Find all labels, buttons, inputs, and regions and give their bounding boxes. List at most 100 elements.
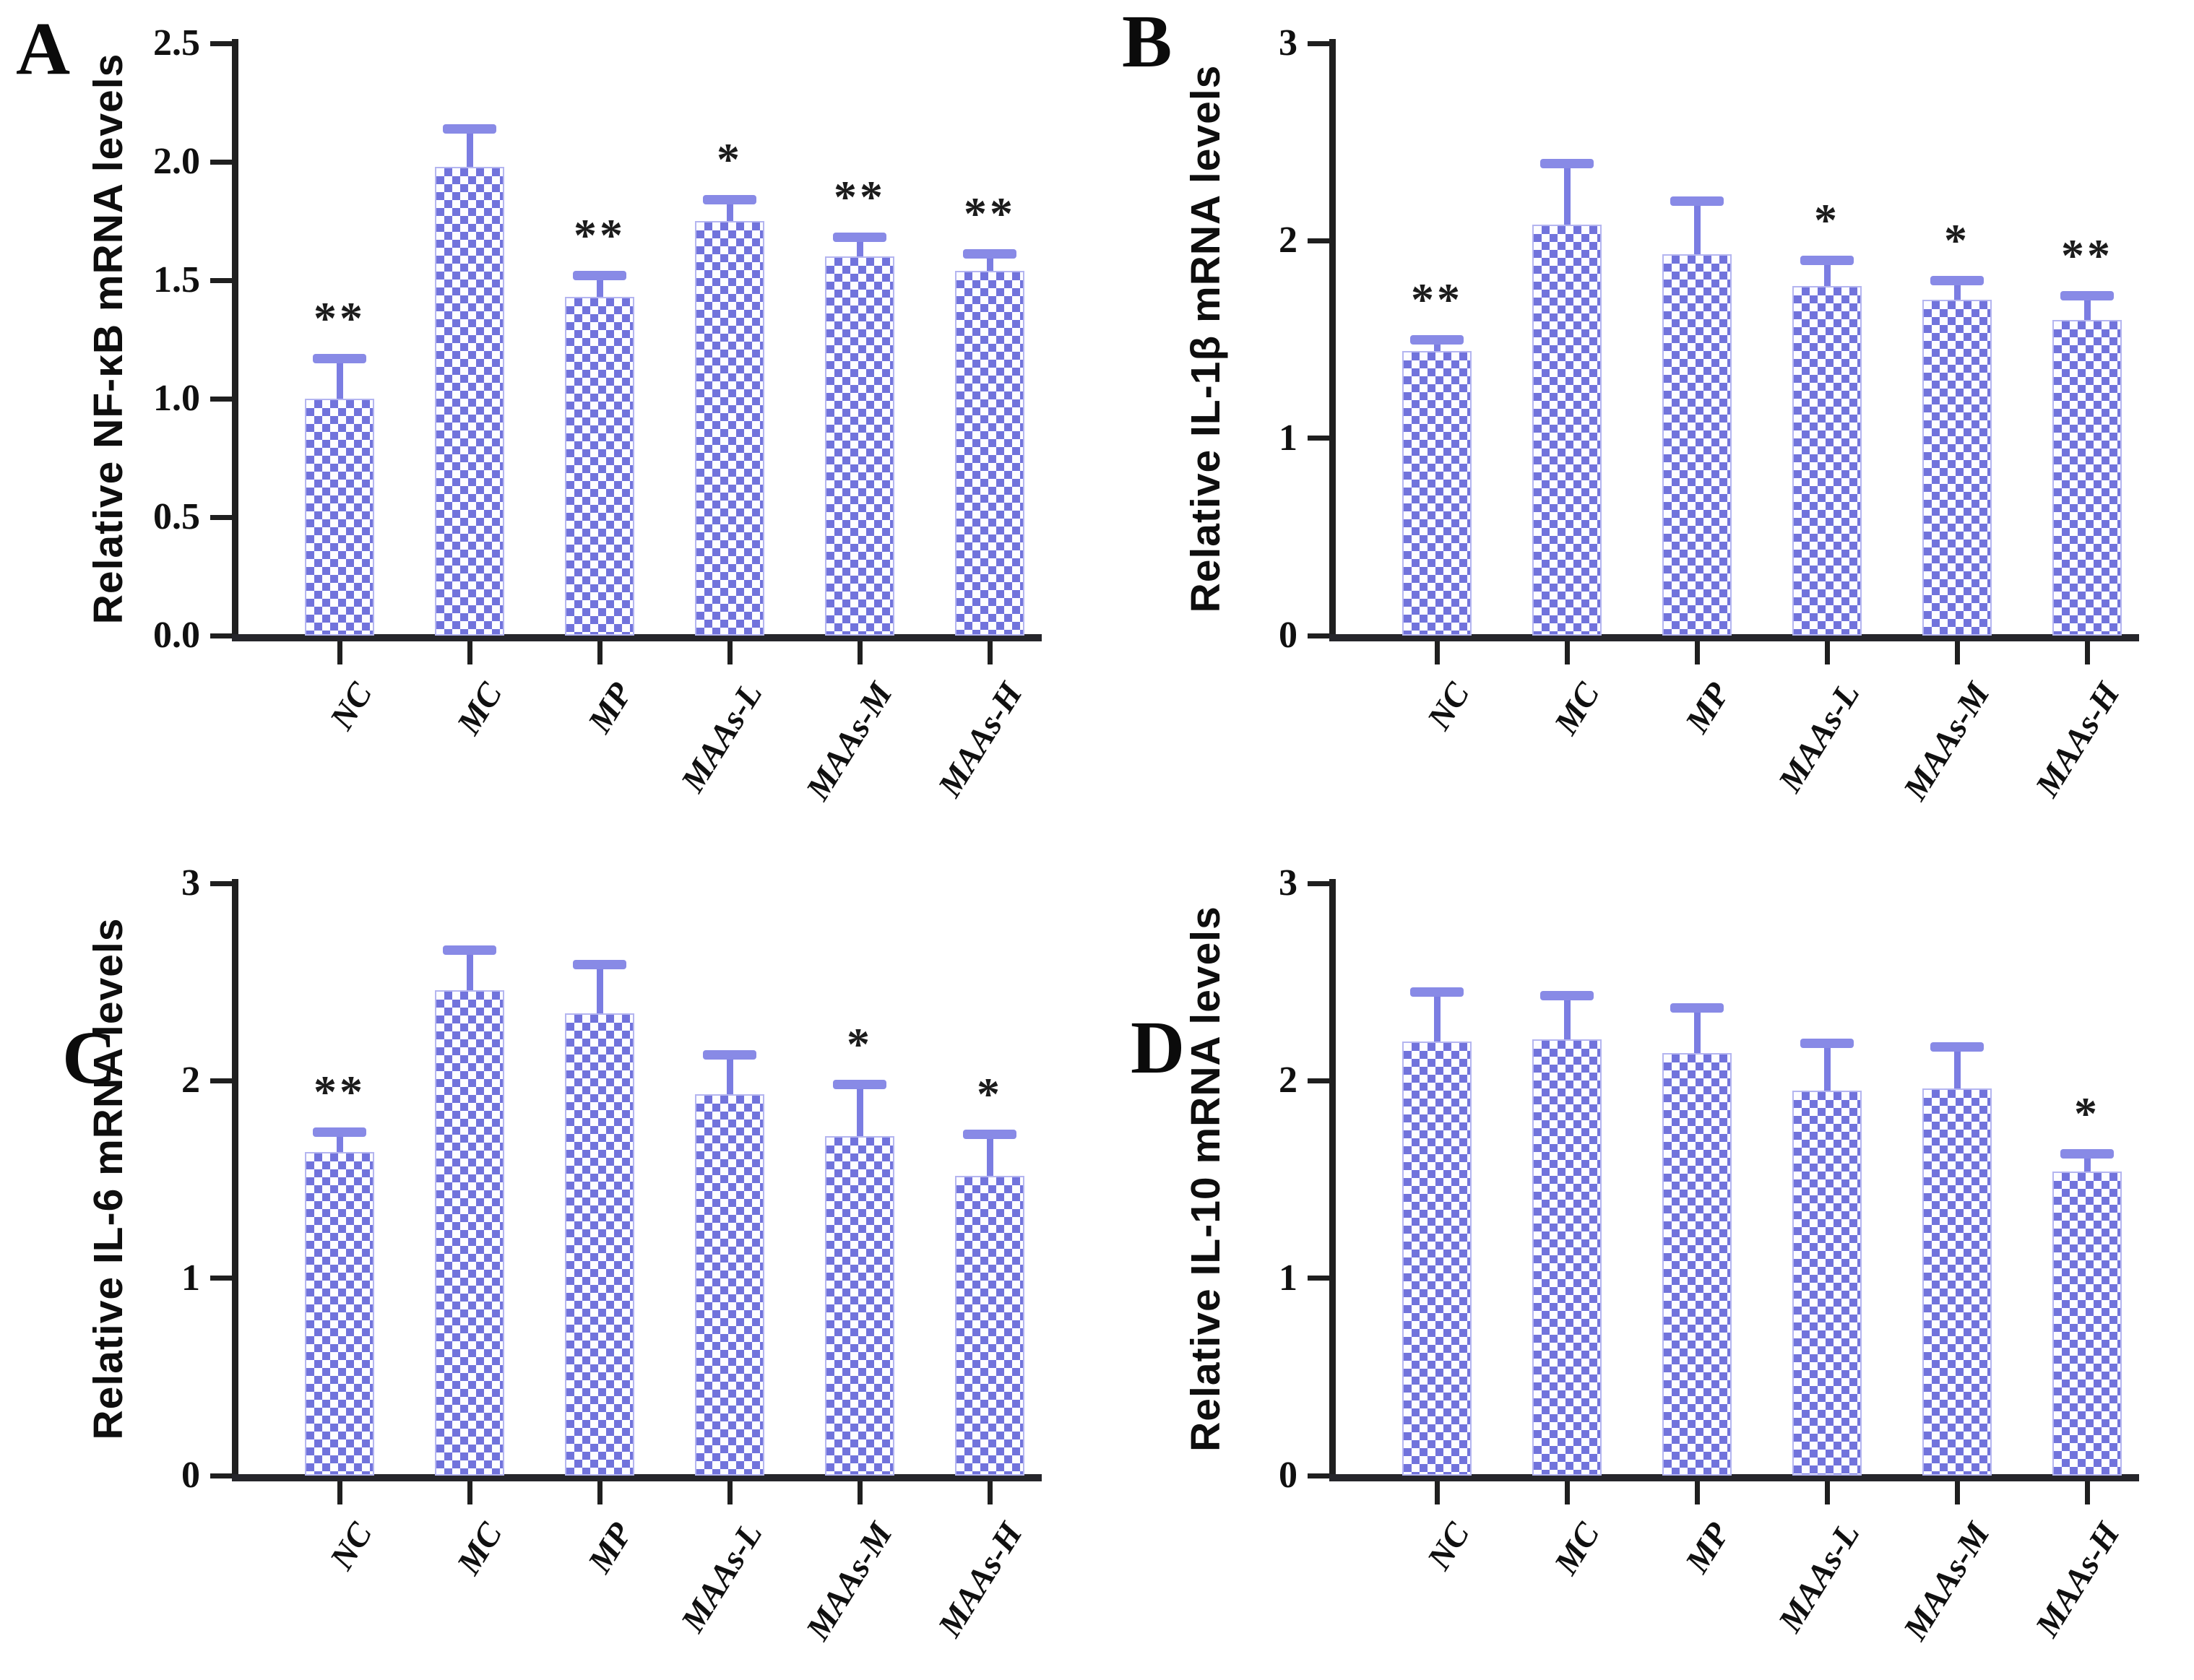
error-bar-stem xyxy=(1563,995,1571,1061)
y-tick-mark xyxy=(1308,1473,1329,1478)
error-bar-cap xyxy=(313,353,366,363)
error-bar-cap xyxy=(2060,291,2114,301)
error-bar-cap xyxy=(1670,1003,1724,1013)
x-tick-mark xyxy=(2084,1481,2090,1504)
error-bar-cap xyxy=(1800,256,1854,266)
error-bar-cap xyxy=(1410,334,1464,345)
y-tick-mark xyxy=(210,1276,232,1281)
x-tick-label-nc: NC xyxy=(322,676,380,737)
x-tick-mark xyxy=(1954,1481,1960,1504)
panel-letter-d: D xyxy=(1131,1006,1185,1089)
error-bar-cap xyxy=(443,124,496,134)
bar-maas-l xyxy=(1792,1091,1862,1476)
y-tick-label: 1.5 xyxy=(153,259,200,300)
error-bar-stem xyxy=(1693,201,1701,277)
error-bar-stem xyxy=(1433,992,1441,1063)
significance-label: * xyxy=(717,133,743,185)
error-bar-cap xyxy=(1410,987,1464,997)
y-tick-label: 2.0 xyxy=(153,141,200,182)
y-tick-mark xyxy=(1308,880,1329,886)
error-bar-cap xyxy=(703,194,756,204)
y-axis-label: Relative IL-1β mRNA levels xyxy=(1183,64,1229,613)
x-tick-label-mc: MC xyxy=(1547,676,1607,741)
y-tick-mark xyxy=(210,1078,232,1083)
x-tick-mark xyxy=(597,641,603,664)
x-tick-label-maas-m: MAAs-M xyxy=(1896,1516,1998,1647)
bar-mc xyxy=(1532,225,1602,636)
significance-label: ** xyxy=(314,292,366,344)
x-tick-label-nc: NC xyxy=(1420,1516,1477,1577)
error-bar-stem xyxy=(1563,163,1571,247)
y-tick-mark xyxy=(1308,238,1329,243)
panel-letter-c: C xyxy=(62,1016,117,1099)
panel-b: B Relative IL-1β mRNA levels 0 1 2 3 ** NC MC MP *… xyxy=(1097,0,2194,840)
bar-nc xyxy=(1402,1041,1472,1476)
x-tick-label-maas-l: MAAs-L xyxy=(673,676,770,799)
error-bar-cap xyxy=(1800,1038,1854,1048)
y-tick-label: 1 xyxy=(1279,1257,1297,1299)
y-axis-line xyxy=(1329,39,1336,640)
x-tick-label-mp: MP xyxy=(581,676,640,740)
bar-nc xyxy=(305,399,374,636)
significance-label: ** xyxy=(314,1065,366,1117)
y-tick-label: 0.0 xyxy=(153,615,200,656)
bar-maas-l xyxy=(1792,286,1862,636)
y-tick-mark xyxy=(210,880,232,886)
y-tick-mark xyxy=(1308,1276,1329,1281)
x-tick-label-maas-h: MAAs-H xyxy=(2028,676,2128,804)
x-tick-mark xyxy=(1564,641,1570,664)
x-tick-mark xyxy=(337,1481,342,1504)
y-tick-mark xyxy=(210,159,232,165)
error-bar-stem xyxy=(986,1134,993,1198)
x-axis-line xyxy=(232,1474,1042,1481)
significance-label: ** xyxy=(834,171,886,223)
bar-mp xyxy=(565,296,634,636)
bar-maas-l xyxy=(695,221,764,636)
y-tick-label: 3 xyxy=(181,862,200,904)
x-tick-label-maas-h: MAAs-H xyxy=(2028,1516,2128,1644)
error-bar-stem xyxy=(1693,1008,1701,1075)
x-tick-mark xyxy=(857,641,863,664)
y-tick-label: 0 xyxy=(1279,1455,1297,1496)
error-bar-cap xyxy=(833,1080,886,1090)
x-tick-label-maas-l: MAAs-L xyxy=(673,1516,770,1639)
x-tick-label-maas-h: MAAs-H xyxy=(930,1516,1030,1644)
y-axis-line xyxy=(1329,879,1336,1480)
x-tick-label-nc: NC xyxy=(322,1516,380,1577)
panel-letter-a: A xyxy=(16,7,71,90)
y-tick-label: 2 xyxy=(181,1060,200,1101)
x-tick-label-mc: MC xyxy=(449,676,510,741)
bar-maas-l xyxy=(695,1094,764,1476)
error-bar-stem xyxy=(726,1055,733,1117)
y-tick-mark xyxy=(210,40,232,46)
bar-nc xyxy=(305,1151,374,1476)
significance-label: ** xyxy=(964,188,1016,240)
y-tick-mark xyxy=(210,1473,232,1478)
x-tick-label-maas-h: MAAs-H xyxy=(930,676,1030,804)
error-bar-cap xyxy=(963,249,1016,259)
y-tick-label: 3 xyxy=(1279,862,1297,904)
bar-maas-h xyxy=(955,270,1024,636)
y-tick-label: 2 xyxy=(1279,220,1297,261)
x-tick-mark xyxy=(2084,641,2090,664)
bar-maas-m xyxy=(825,1135,894,1476)
significance-label: * xyxy=(2074,1087,2100,1139)
y-tick-label: 0 xyxy=(1279,615,1297,656)
x-tick-label-maas-m: MAAs-M xyxy=(798,1516,900,1647)
x-tick-mark xyxy=(1694,641,1700,664)
error-bar-cap xyxy=(1930,1042,1984,1052)
y-tick-label: 3 xyxy=(1279,22,1297,64)
x-tick-mark xyxy=(1434,641,1440,664)
significance-label: ** xyxy=(2061,230,2113,282)
x-tick-mark xyxy=(727,641,733,664)
x-axis-line xyxy=(1329,634,2139,641)
x-tick-label-mc: MC xyxy=(449,1516,510,1581)
y-tick-mark xyxy=(1308,436,1329,441)
y-tick-mark xyxy=(1308,1078,1329,1083)
error-bar-stem xyxy=(2083,295,2091,342)
x-tick-mark xyxy=(1954,641,1960,664)
x-tick-label-maas-m: MAAs-M xyxy=(1896,676,1998,807)
error-bar-cap xyxy=(703,1050,756,1060)
y-tick-label: 0.5 xyxy=(153,496,200,537)
bar-mp xyxy=(1662,254,1732,636)
